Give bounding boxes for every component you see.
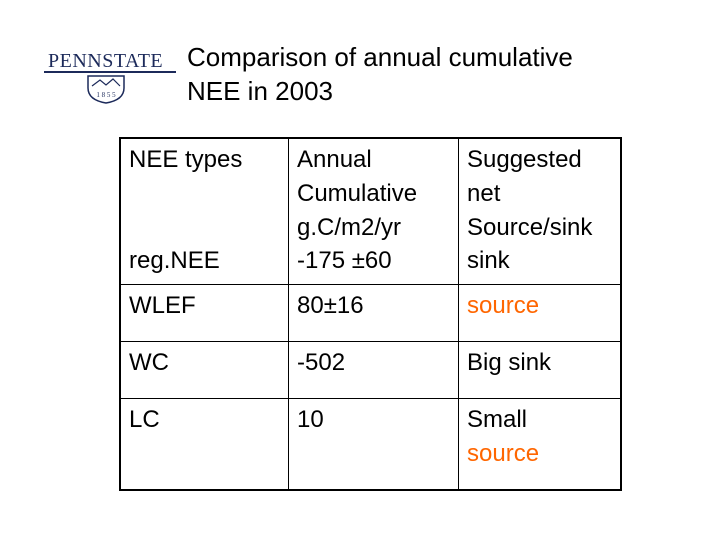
cell-value: -502 xyxy=(288,341,459,399)
nee-comparison-table: NEE types reg.NEE Annual Cumulative g.C/… xyxy=(119,137,622,491)
header-col2-line2: net xyxy=(467,180,501,207)
header-cell-nee-types: NEE types reg.NEE xyxy=(119,137,289,285)
cell-type: WLEF xyxy=(119,284,289,342)
cell-label-line1: Small xyxy=(467,406,528,433)
slide-title: Comparison of annual cumulative NEE in 2… xyxy=(187,40,573,108)
cell-label-line2: source xyxy=(467,440,540,467)
header-cell-suggested: Suggested net Source/sink sink xyxy=(458,137,622,285)
logo-seal-icon: 1 8 5 5 xyxy=(87,75,125,104)
svg-text:1 8 5 5: 1 8 5 5 xyxy=(96,91,116,99)
table-header-row: NEE types reg.NEE Annual Cumulative g.C/… xyxy=(119,137,622,285)
cell-value: 10 xyxy=(288,398,459,491)
cell-type: WC xyxy=(119,341,289,399)
cell-value: 80±16 xyxy=(288,284,459,342)
header-col1-line3: g.C/m2/yr xyxy=(297,214,402,241)
title-line-1: Comparison of annual cumulative xyxy=(187,42,573,72)
cell-type: LC xyxy=(119,398,289,491)
cell-label: source xyxy=(458,284,622,342)
row-reg-nee-value: -175 ±60 xyxy=(297,247,392,274)
header-col2-line3: Source/sink xyxy=(467,214,593,241)
cell-label: Big sink xyxy=(458,341,622,399)
row-reg-nee-label: sink xyxy=(467,247,510,274)
header-cell-annual-cumulative: Annual Cumulative g.C/m2/yr -175 ±60 xyxy=(288,137,459,285)
row-reg-nee-type: reg.NEE xyxy=(129,247,220,274)
pennstate-logo: PENNSTATE 1 8 5 5 xyxy=(44,44,176,106)
table-row-lc: LC 10 Small source xyxy=(119,398,622,491)
cell-label: Small source xyxy=(458,398,622,491)
header-col1-line1: Annual xyxy=(297,146,372,173)
title-line-2: NEE in 2003 xyxy=(187,76,333,106)
header-col2-line1: Suggested xyxy=(467,146,582,173)
logo-wordmark: PENNSTATE xyxy=(48,50,164,72)
logo-rule xyxy=(44,71,176,73)
header-col1-line2: Cumulative xyxy=(297,180,418,207)
table-row-wc: WC -502 Big sink xyxy=(119,341,622,399)
header-col0-text: NEE types xyxy=(129,146,243,173)
table-row-wlef: WLEF 80±16 source xyxy=(119,284,622,342)
